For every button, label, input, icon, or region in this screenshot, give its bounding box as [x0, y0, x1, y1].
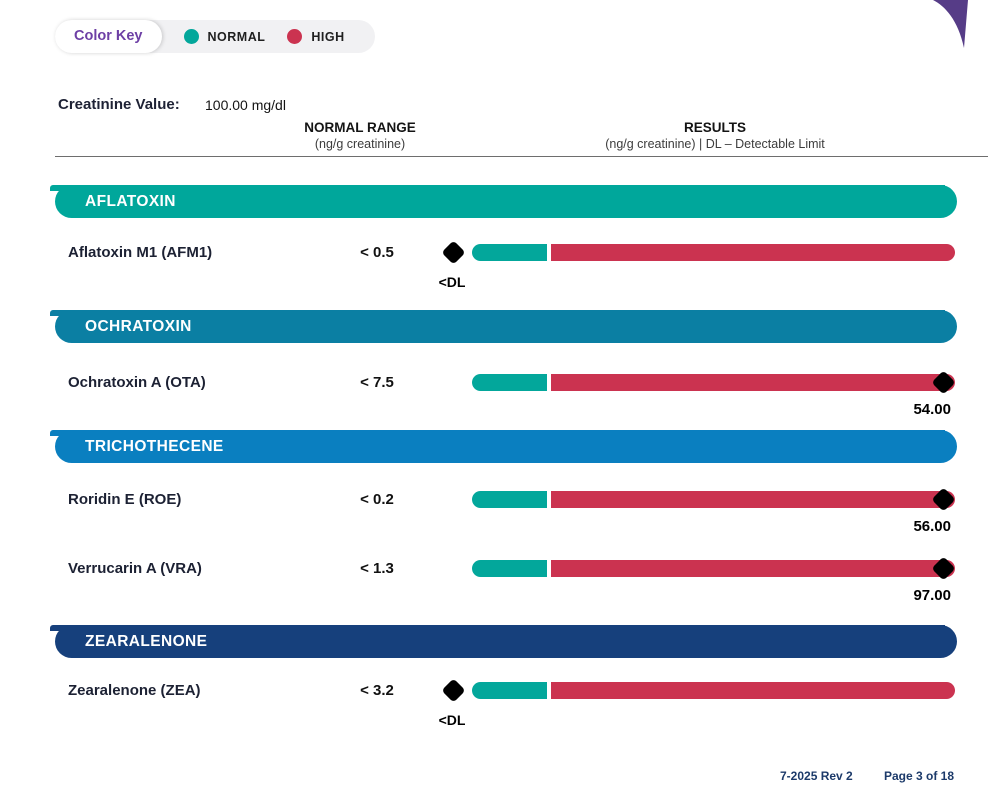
footer-revision: 7-2025 Rev 2: [780, 769, 853, 783]
color-key: Color Key NORMAL HIGH: [55, 20, 375, 53]
section-header-trichothecene: TRICHOTHECENE: [50, 430, 957, 463]
results-column-title: RESULTS: [683, 120, 746, 135]
high-range-bar: [551, 560, 955, 577]
section-title: AFLATOXIN: [85, 193, 176, 210]
analyte-name: Ochratoxin A (OTA): [68, 374, 206, 391]
result-bar: [441, 678, 955, 703]
normal-range-value: < 3.2: [360, 682, 394, 699]
result-bar: [441, 240, 955, 265]
section-header-aflatoxin: AFLATOXIN: [50, 185, 957, 218]
result-bar: [472, 487, 956, 512]
high-dot-icon: [287, 29, 303, 44]
results-column-subtitle: (ng/g creatinine) | DL – Detectable Limi…: [605, 137, 825, 151]
normal-range-bar: [472, 491, 547, 508]
normal-range-value: < 0.2: [360, 491, 394, 508]
section-title: ZEARALENONE: [85, 633, 208, 650]
normal-range-bar: [472, 374, 547, 391]
normal-range-column-title: NORMAL RANGE: [304, 120, 416, 135]
legend-normal-label: NORMAL: [207, 29, 266, 44]
section-title: TRICHOTHECENE: [85, 438, 224, 455]
section-title: OCHRATOXIN: [85, 318, 192, 335]
result-value: 97.00: [913, 587, 951, 604]
result-row-roe: Roridin E (ROE) < 0.2 56.00: [55, 487, 957, 543]
analyte-name: Verrucarin A (VRA): [68, 560, 202, 577]
result-bar: [472, 556, 956, 581]
result-row-vra: Verrucarin A (VRA) < 1.3 97.00: [55, 556, 957, 612]
analyte-name: Aflatoxin M1 (AFM1): [68, 244, 213, 261]
footer-page-number: Page 3 of 18: [884, 769, 955, 783]
result-value: 54.00: [913, 401, 951, 418]
corner-flourish-icon: [933, 0, 968, 48]
high-range-bar: [551, 244, 955, 261]
normal-range-value: < 7.5: [360, 374, 394, 391]
analyte-name: Roridin E (ROE): [68, 491, 182, 508]
legend-item-high: HIGH: [287, 29, 344, 44]
normal-range-bar: [472, 560, 547, 577]
normal-range-value: < 0.5: [360, 244, 394, 261]
creatinine-label: Creatinine Value:: [58, 96, 180, 113]
normal-range-bar: [472, 244, 547, 261]
result-row-ota: Ochratoxin A (OTA) < 7.5 54.00: [55, 370, 957, 426]
result-value: <DL: [438, 274, 466, 290]
header-divider: [55, 156, 988, 157]
analyte-name: Zearalenone (ZEA): [68, 682, 201, 699]
normal-dot-icon: [183, 29, 199, 44]
high-range-bar: [551, 374, 955, 391]
high-range-bar: [551, 682, 955, 699]
section-header-zearalenone: ZEARALENONE: [50, 625, 957, 658]
result-row-afm1: Aflatoxin M1 (AFM1) < 0.5 <DL: [55, 240, 957, 296]
normal-range-column-subtitle: (ng/g creatinine): [314, 137, 406, 151]
legend-item-normal: NORMAL: [183, 29, 266, 44]
section-header-ochratoxin: OCHRATOXIN: [50, 310, 957, 343]
legend-high-label: HIGH: [311, 29, 345, 44]
result-row-zea: Zearalenone (ZEA) < 3.2 <DL: [55, 678, 957, 734]
creatinine-value: 100.00 mg/dl: [205, 97, 286, 113]
result-value: 56.00: [913, 518, 951, 535]
normal-range-bar: [472, 682, 547, 699]
color-key-label: Color Key: [55, 20, 162, 53]
result-bar: [472, 370, 956, 395]
high-range-bar: [551, 491, 955, 508]
normal-range-value: < 1.3: [360, 560, 394, 577]
result-value: <DL: [438, 712, 466, 728]
